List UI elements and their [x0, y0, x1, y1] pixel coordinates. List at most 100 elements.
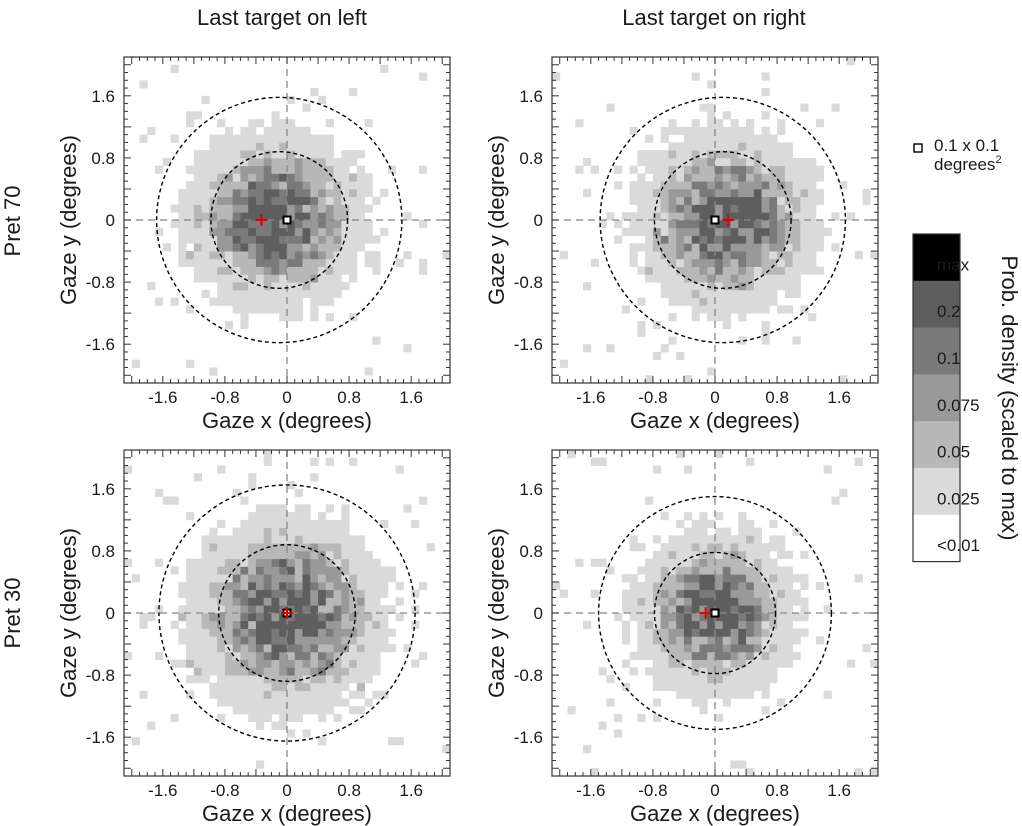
heatmap-cell	[209, 181, 218, 190]
heatmap-cell	[263, 450, 272, 459]
heatmap-cell	[738, 196, 747, 205]
heatmap-cell	[294, 620, 303, 629]
heatmap-cell	[629, 574, 638, 583]
heatmap-cell	[255, 504, 265, 513]
heatmap-cell	[255, 644, 265, 653]
heatmap-cell	[668, 258, 677, 267]
heatmap-cell	[715, 566, 724, 575]
heatmap-cell	[753, 258, 762, 267]
heatmap-cell	[279, 543, 288, 552]
heatmap-cell	[730, 274, 739, 283]
heatmap-cell	[310, 235, 319, 244]
heatmap-cell	[652, 204, 662, 213]
heatmap-cell	[746, 196, 755, 205]
heatmap-cell	[722, 258, 731, 267]
y-tick-label: -1.6	[86, 728, 115, 747]
heatmap-cell	[722, 150, 731, 159]
heatmap-cell	[224, 212, 234, 221]
heatmap-cell	[224, 675, 234, 684]
heatmap-cell	[333, 204, 342, 213]
heatmap-cell	[302, 613, 311, 622]
heatmap-cell	[217, 258, 226, 267]
y-tick-label: 1.6	[91, 480, 115, 499]
heatmap-cell	[318, 251, 327, 260]
heatmap-cell	[815, 227, 825, 236]
heatmap-cell	[294, 150, 303, 159]
x-tick-label: -0.8	[638, 781, 667, 800]
heatmap-cell	[263, 644, 272, 653]
heatmap-cell	[552, 581, 561, 591]
heatmap-cell	[318, 150, 327, 159]
heatmap-cell	[637, 589, 646, 598]
heatmap-cell	[815, 636, 825, 645]
heatmap-cell	[676, 651, 685, 660]
heatmap-cell	[186, 589, 195, 598]
y-tick-label: -0.8	[86, 273, 115, 292]
heatmap-cell	[248, 636, 257, 645]
heatmap-cell	[792, 266, 801, 275]
heatmap-cell	[792, 173, 801, 182]
heatmap-cell	[294, 282, 303, 291]
heatmap-cell	[255, 204, 265, 213]
heatmap-cell	[201, 95, 210, 104]
heatmap-cell	[232, 698, 241, 707]
heatmap-cell	[294, 157, 303, 167]
heatmap-cell	[325, 227, 334, 236]
heatmap-cell	[341, 266, 350, 275]
heatmap-cell	[271, 289, 280, 299]
heatmap-cell	[279, 142, 288, 151]
heatmap-cell	[318, 558, 327, 567]
heatmap-cell	[155, 227, 164, 236]
heatmap-cell	[248, 251, 257, 260]
heatmap-cell	[746, 157, 755, 167]
heatmap-cell	[240, 706, 249, 715]
heatmap-cell	[746, 535, 755, 544]
heatmap-cell	[645, 204, 654, 213]
heatmap-cell	[333, 550, 342, 560]
heatmap-cell	[637, 157, 646, 167]
heatmap-cell	[224, 165, 234, 174]
heatmap-cell	[715, 282, 724, 291]
heatmap-cell	[792, 613, 801, 622]
heatmap-cell	[232, 204, 241, 213]
heatmap-cell	[746, 142, 755, 151]
heatmap-cell	[325, 251, 334, 260]
heatmap-cell	[683, 659, 693, 668]
heatmap-cell	[364, 636, 373, 645]
heatmap-cell	[255, 760, 265, 769]
heatmap-cell	[699, 512, 708, 521]
heatmap-cell	[287, 667, 296, 676]
heatmap-cell	[341, 181, 350, 190]
heatmap-cell	[652, 258, 662, 267]
heatmap-cell	[263, 605, 272, 614]
heatmap-cell	[217, 713, 226, 723]
heatmap-cell	[349, 636, 358, 645]
heatmap-cell	[637, 620, 646, 629]
heatmap-cell	[255, 605, 265, 614]
heatmap-cell	[240, 320, 249, 330]
heatmap-cell	[255, 289, 265, 299]
heatmap-cell	[155, 488, 164, 497]
heatmap-cell	[730, 258, 739, 267]
heatmap-cell	[201, 651, 210, 660]
heatmap-cell	[279, 204, 288, 213]
heatmap-cell	[800, 173, 809, 182]
x-tick-label: 1.6	[399, 781, 423, 800]
heatmap-cell	[707, 690, 716, 699]
heatmap-cell	[263, 667, 272, 676]
heatmap-cell	[746, 266, 755, 275]
heatmap-cell	[722, 574, 731, 583]
heatmap-cell	[318, 519, 327, 529]
heatmap-cell	[753, 181, 762, 190]
heatmap-cell	[294, 589, 303, 598]
heatmap-cell	[730, 282, 739, 291]
heatmap-cell	[318, 682, 327, 692]
heatmap-cell	[240, 651, 249, 660]
heatmap-cell	[652, 659, 662, 668]
heatmap-cell	[629, 165, 638, 174]
colorbar-level-label: 0.2	[937, 302, 961, 321]
heatmap-cell	[341, 512, 350, 521]
heatmap-cell	[271, 706, 280, 715]
heatmap-cell	[769, 196, 778, 205]
